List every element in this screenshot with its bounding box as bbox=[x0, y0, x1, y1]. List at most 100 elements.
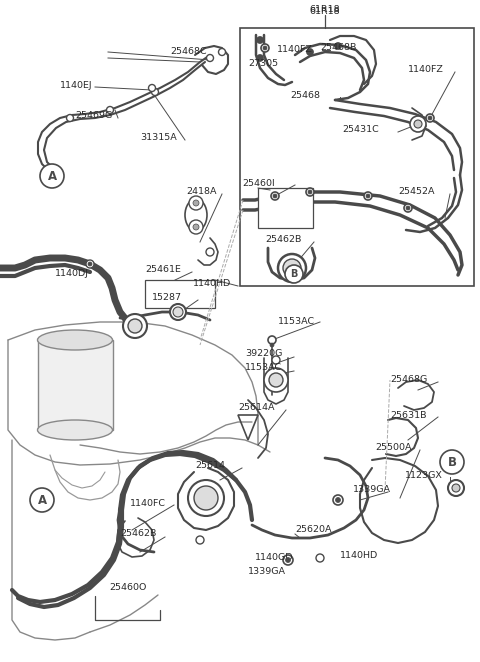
Circle shape bbox=[404, 204, 412, 212]
Text: 1140FC: 1140FC bbox=[130, 498, 166, 508]
Text: 25614A: 25614A bbox=[238, 404, 275, 412]
Text: 25631B: 25631B bbox=[390, 410, 427, 420]
Text: 25460I: 25460I bbox=[242, 179, 275, 187]
Circle shape bbox=[86, 260, 94, 268]
Circle shape bbox=[278, 254, 306, 282]
Circle shape bbox=[261, 44, 269, 52]
Text: B: B bbox=[447, 455, 456, 469]
Text: 61R18: 61R18 bbox=[310, 5, 340, 15]
Circle shape bbox=[364, 192, 372, 200]
Text: 1140FZ: 1140FZ bbox=[277, 46, 313, 54]
Text: 1140FZ: 1140FZ bbox=[408, 66, 444, 75]
Circle shape bbox=[263, 46, 267, 50]
Circle shape bbox=[316, 554, 324, 562]
Circle shape bbox=[128, 319, 142, 333]
Text: 25614: 25614 bbox=[195, 461, 225, 471]
Text: 25500A: 25500A bbox=[375, 444, 411, 453]
Text: 1339GA: 1339GA bbox=[248, 567, 286, 577]
Text: 39220G: 39220G bbox=[245, 350, 282, 359]
Circle shape bbox=[269, 373, 283, 387]
Text: A: A bbox=[48, 169, 57, 183]
Circle shape bbox=[264, 368, 288, 392]
Circle shape bbox=[306, 188, 314, 196]
Text: 1140DJ: 1140DJ bbox=[55, 269, 89, 279]
Circle shape bbox=[440, 450, 464, 474]
Circle shape bbox=[285, 265, 303, 283]
Circle shape bbox=[448, 480, 464, 496]
Text: 25461E: 25461E bbox=[145, 265, 181, 275]
Text: B: B bbox=[290, 269, 298, 279]
Text: 25468B: 25468B bbox=[320, 44, 356, 52]
Text: 1123GX: 1123GX bbox=[405, 471, 443, 479]
Text: 25462B: 25462B bbox=[120, 530, 156, 538]
Text: 27305: 27305 bbox=[248, 58, 278, 68]
Circle shape bbox=[194, 486, 218, 510]
Circle shape bbox=[426, 114, 434, 122]
Bar bbox=[145, 280, 215, 308]
Circle shape bbox=[428, 116, 432, 120]
Circle shape bbox=[335, 42, 341, 50]
Circle shape bbox=[148, 85, 156, 91]
Circle shape bbox=[206, 54, 214, 62]
Text: 25460O: 25460O bbox=[109, 583, 147, 592]
Text: 61R18: 61R18 bbox=[310, 7, 340, 17]
Circle shape bbox=[67, 115, 73, 122]
Circle shape bbox=[107, 107, 113, 113]
Circle shape bbox=[170, 304, 186, 320]
Circle shape bbox=[189, 220, 203, 234]
Text: 25469G: 25469G bbox=[75, 111, 112, 120]
Circle shape bbox=[272, 356, 280, 364]
Text: 25431C: 25431C bbox=[342, 126, 379, 134]
Text: 1140GD: 1140GD bbox=[255, 553, 293, 563]
Text: 25468G: 25468G bbox=[390, 375, 427, 385]
Text: 25462B: 25462B bbox=[265, 236, 301, 244]
Circle shape bbox=[271, 192, 279, 200]
Ellipse shape bbox=[185, 199, 207, 231]
Text: 1339GA: 1339GA bbox=[353, 485, 391, 495]
Circle shape bbox=[193, 200, 199, 206]
Circle shape bbox=[410, 116, 426, 132]
Text: A: A bbox=[37, 493, 47, 506]
Bar bbox=[38, 340, 113, 430]
Circle shape bbox=[256, 54, 264, 62]
Circle shape bbox=[336, 498, 340, 502]
Circle shape bbox=[188, 480, 224, 516]
Circle shape bbox=[30, 488, 54, 512]
Circle shape bbox=[196, 536, 204, 544]
Text: 2418A: 2418A bbox=[186, 187, 216, 197]
Text: 1140EJ: 1140EJ bbox=[60, 81, 93, 89]
Circle shape bbox=[40, 164, 64, 188]
Circle shape bbox=[333, 495, 343, 505]
Circle shape bbox=[366, 194, 370, 198]
Text: 25452A: 25452A bbox=[398, 187, 434, 197]
Ellipse shape bbox=[37, 420, 112, 440]
Text: 15287: 15287 bbox=[152, 293, 182, 303]
Circle shape bbox=[406, 206, 410, 210]
Text: 1140HD: 1140HD bbox=[193, 279, 231, 289]
Bar bbox=[258, 188, 313, 228]
Circle shape bbox=[189, 196, 203, 210]
Text: 1140HD: 1140HD bbox=[340, 551, 378, 559]
Text: 25468: 25468 bbox=[290, 91, 320, 99]
Circle shape bbox=[268, 336, 276, 344]
Circle shape bbox=[206, 248, 214, 256]
Text: 25620A: 25620A bbox=[295, 526, 332, 534]
Circle shape bbox=[414, 120, 422, 128]
Circle shape bbox=[283, 259, 301, 277]
Circle shape bbox=[173, 307, 183, 317]
Circle shape bbox=[286, 557, 290, 563]
Circle shape bbox=[193, 224, 199, 230]
Bar bbox=[240, 28, 474, 286]
Text: 31315A: 31315A bbox=[140, 134, 177, 142]
Text: 1153AC: 1153AC bbox=[245, 363, 282, 373]
Text: 1153AC: 1153AC bbox=[278, 318, 315, 326]
Text: 25468C: 25468C bbox=[170, 48, 206, 56]
Circle shape bbox=[88, 262, 92, 266]
Circle shape bbox=[256, 36, 264, 44]
Circle shape bbox=[270, 343, 274, 347]
Circle shape bbox=[273, 194, 277, 198]
Circle shape bbox=[152, 89, 158, 95]
Circle shape bbox=[218, 48, 226, 56]
Ellipse shape bbox=[37, 330, 112, 350]
Circle shape bbox=[308, 190, 312, 194]
